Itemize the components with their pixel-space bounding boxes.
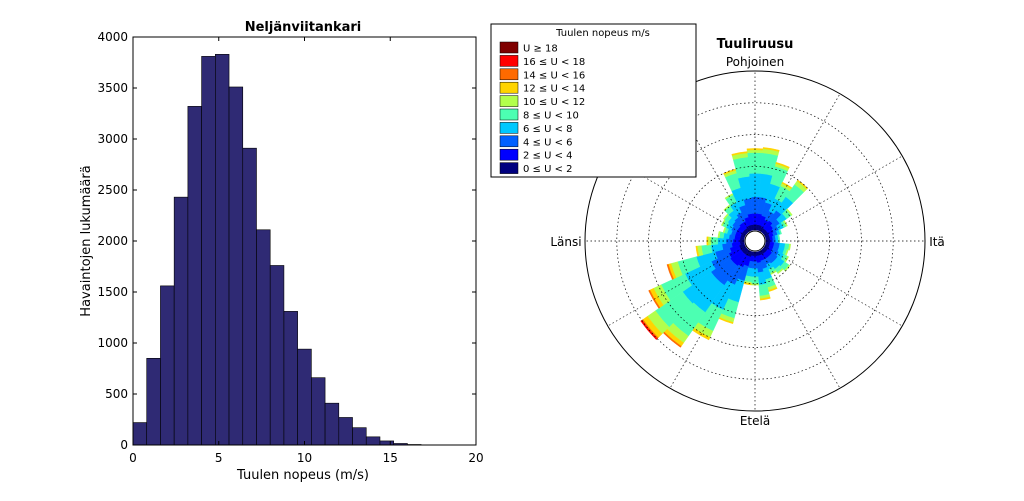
histogram-bar (228, 86, 244, 446)
y-tick-label: 0 (120, 438, 128, 452)
histogram-bar (352, 427, 367, 446)
histogram-bar (379, 440, 394, 446)
wind-rose-sector-segment (759, 296, 771, 301)
histogram-y-label: Havaintojen lukumäärä (79, 165, 94, 316)
legend-entry-label: 4 ≤ U < 6 (523, 137, 573, 148)
x-tick-label: 5 (215, 451, 223, 465)
legend-entry-label: 16 ≤ U < 18 (523, 57, 585, 68)
y-tick-label: 3500 (97, 81, 128, 95)
wind-rose-spoke (607, 246, 746, 327)
wind-rose-ring (680, 166, 830, 316)
wind-rose-chart: Tuuliruusu Pohjoinen Itä Etelä Länsi (550, 37, 944, 428)
direction-label-east: Itä (929, 235, 945, 249)
legend-title: Tuulen nopeus m/s (555, 28, 650, 39)
legend-swatch (499, 108, 519, 121)
legend-entries: U ≥ 18 16 ≤ U < 18 14 ≤ U < 16 12 ≤ U < 14 1… (499, 41, 585, 175)
histogram-y-ticks: 0 500 1000 1500 2000 2500 3000 3500 4000 (97, 30, 476, 452)
wind-rose-ring (648, 134, 862, 348)
wind-rose-sector-segment (776, 268, 784, 275)
x-tick-label: 15 (383, 451, 398, 465)
wind-rose-sector-segment (788, 243, 791, 251)
y-tick-label: 1500 (97, 285, 128, 299)
wind-rose-sector-segment (778, 229, 782, 235)
histogram-bar (215, 54, 230, 446)
wind-rose-sector-segment (785, 208, 793, 216)
legend-entry-label: 14 ≤ U < 16 (523, 70, 585, 81)
x-tick-label: 0 (129, 451, 137, 465)
histogram-bar (242, 147, 257, 446)
legend-swatch (499, 135, 519, 148)
histogram-bar (256, 229, 271, 446)
wind-rose-sector-segment (747, 152, 763, 174)
legend-swatch (499, 55, 519, 67)
y-tick-label: 500 (105, 387, 128, 401)
wind-rose-sector-segment (695, 245, 700, 257)
histogram-chart: Neljänviitankari 0 5 10 15 20 0 500 1000 1500 20… (79, 20, 484, 483)
wind-rose-spoke (669, 250, 750, 389)
wind-rose-sector-segment (784, 264, 791, 272)
legend-swatch (499, 41, 519, 54)
y-tick-label: 3000 (97, 132, 128, 146)
legend-box (490, 23, 697, 178)
wind-rose-sector-segment (746, 149, 764, 154)
y-tick-label: 2500 (97, 183, 128, 197)
legend-swatch (499, 81, 519, 94)
histogram-bars (132, 54, 422, 446)
histogram-bar (311, 377, 326, 446)
wind-rose-ring (711, 197, 799, 285)
legend-entry-label: 8 ≤ U < 10 (523, 111, 579, 122)
histogram-bar (187, 106, 202, 446)
wind-rose-outer-circle (584, 70, 926, 412)
wind-rose-center-hole (744, 230, 766, 252)
histogram-bar (324, 402, 340, 446)
histogram-bar (201, 56, 216, 446)
legend-entry-label: U ≥ 18 (523, 44, 558, 55)
legend-swatch (499, 162, 519, 174)
histogram-x-ticks: 0 5 10 15 20 (129, 37, 484, 465)
wind-rose-sector-segment (775, 162, 790, 169)
histogram-bar (269, 265, 285, 446)
wind-rose-sector-segment (717, 231, 721, 239)
wind-rose-sector-segment (762, 147, 780, 152)
legend-entry-label: 2 ≤ U < 4 (523, 151, 573, 162)
y-tick-label: 1000 (97, 336, 128, 350)
wind-rose-spoke (760, 250, 841, 389)
legend-swatch (499, 122, 519, 134)
direction-label-west: Länsi (550, 235, 581, 249)
direction-label-north: Pohjoinen (726, 55, 784, 69)
direction-label-south: Etelä (740, 414, 770, 428)
wind-rose-title: Tuuliruusu (717, 37, 794, 52)
histogram-x-label: Tuulen nopeus (m/s) (236, 468, 369, 483)
histogram-bar (365, 436, 381, 446)
y-tick-label: 2000 (97, 234, 128, 248)
legend-entry-label: 6 ≤ U < 8 (523, 124, 573, 135)
wind-rose-spoke (764, 246, 903, 327)
wind-rose-spoke (760, 93, 841, 232)
legend-swatch (499, 68, 519, 81)
histogram-bar (173, 196, 189, 446)
wind-rose-ring (616, 102, 894, 380)
legend-entry-label: 10 ≤ U < 12 (523, 97, 585, 108)
histogram-bar (160, 285, 175, 446)
histogram-bar (297, 348, 312, 446)
wind-rose-legend: Tuulen nopeus m/s U ≥ 18 16 ≤ U < 18 14 ≤ … (490, 23, 697, 178)
legend-swatch (499, 95, 519, 107)
wind-rose-sectors (640, 147, 809, 348)
histogram-bar (283, 311, 298, 446)
legend-swatch (499, 148, 519, 161)
histogram-bar (146, 357, 161, 446)
wind-rose-spoke (764, 155, 903, 236)
histogram-title: Neljänviitankari (245, 20, 362, 35)
legend-entry-label: 12 ≤ U < 14 (523, 84, 585, 95)
histogram-bar (338, 417, 353, 446)
wind-rose-sector-segment (731, 151, 748, 156)
x-tick-label: 20 (468, 451, 483, 465)
y-tick-label: 4000 (97, 30, 128, 44)
wind-rose-sector-segment (666, 263, 674, 280)
histogram-bar (132, 422, 148, 446)
wind-rose-sector-segment (640, 319, 658, 340)
x-tick-label: 10 (297, 451, 312, 465)
legend-entry-label: 0 ≤ U < 2 (523, 164, 573, 175)
